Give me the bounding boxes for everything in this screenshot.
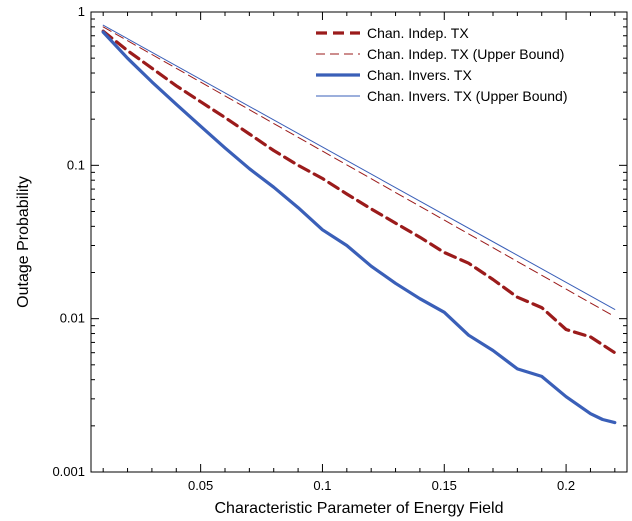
legend-label: Chan. Indep. TX (Upper Bound) (367, 46, 564, 62)
series-line-1 (101, 29, 617, 355)
legend: Chan. Indep. TX Chan. Indep. TX (Upper Bo… (316, 25, 568, 104)
series-line-3 (101, 30, 617, 425)
y-tick-label: 1 (78, 4, 85, 19)
series-line-4 (102, 24, 616, 310)
y-axis-label: Outage Probability (15, 176, 32, 308)
x-tick-label: 0.2 (557, 478, 575, 493)
plot-frame (90, 11, 628, 473)
series-line-2 (102, 26, 616, 318)
series-layer (101, 24, 617, 425)
x-tick-label: 0.1 (313, 478, 331, 493)
y-tick-label: 0.01 (60, 311, 85, 326)
legend-label: Chan. Invers. TX (Upper Bound) (367, 88, 568, 104)
axes: 0.001 0.01 0.1 1 0.05 0.1 0.15 0.2 Characteristi… (15, 4, 628, 517)
legend-label: Chan. Indep. TX (367, 25, 469, 41)
x-tick-label: 0.05 (188, 478, 213, 493)
y-tick-label: 0.001 (52, 464, 85, 479)
x-axis-label: Characteristic Parameter of Energy Field (215, 500, 504, 517)
x-tick-label: 0.15 (432, 478, 457, 493)
y-tick-label: 0.1 (67, 157, 85, 172)
legend-label: Chan. Invers. TX (367, 67, 472, 83)
